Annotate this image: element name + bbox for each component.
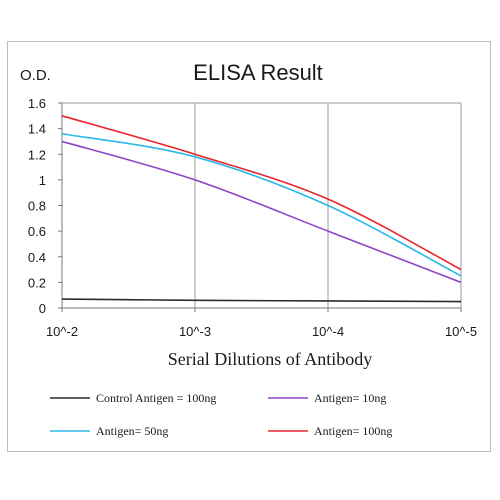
y-tick-label: 0.6 — [28, 224, 46, 239]
axes — [58, 102, 462, 312]
x-tick-label: 10^-3 — [179, 324, 211, 339]
series-line-antigen-50ng — [61, 132, 462, 277]
x-tick-label: 10^-2 — [46, 324, 78, 339]
y-axis-label: O.D. — [20, 67, 51, 84]
x-tick-label: 10^-5 — [445, 324, 477, 339]
legend-label: Antigen= 10ng — [314, 391, 386, 405]
y-tick-label: 1.6 — [28, 96, 46, 111]
legend-label: Antigen= 100ng — [314, 424, 392, 438]
y-tick-label: 0.2 — [28, 275, 46, 290]
x-tick-labels: 10^-2 10^-3 10^-4 10^-5 — [46, 324, 477, 339]
y-tick-label: 1.4 — [28, 122, 46, 137]
x-tick-label: 10^-4 — [312, 324, 344, 339]
series-line-antigen-100ng — [61, 115, 462, 271]
y-tick-label: 0 — [39, 301, 46, 316]
chart-title: ELISA Result — [193, 60, 323, 85]
series-line-antigen-10ng — [61, 140, 462, 284]
series-line-control-antigen-100ng — [61, 298, 462, 303]
legend-label: Antigen= 50ng — [96, 424, 168, 438]
x-axis-label: Serial Dilutions of Antibody — [168, 349, 373, 369]
legend-label: Control Antigen = 100ng — [96, 391, 216, 405]
y-tick-labels: 0 0.2 0.4 0.6 0.8 1 1.2 1.4 1.6 — [28, 96, 46, 316]
y-tick-label: 0.8 — [28, 199, 46, 214]
series-lines — [61, 115, 462, 303]
y-tick-label: 1.2 — [28, 147, 46, 162]
y-tick-label: 1 — [39, 173, 46, 188]
y-tick-label: 0.4 — [28, 250, 46, 265]
legend: Control Antigen = 100ng Antigen= 10ng Anti… — [50, 391, 392, 438]
chart-frame — [7, 41, 491, 452]
